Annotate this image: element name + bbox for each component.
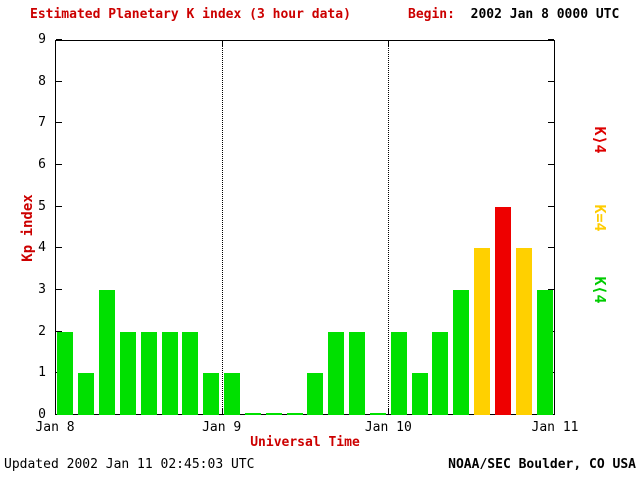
y-tick-mark (56, 80, 62, 82)
x-tick-mark (55, 41, 56, 47)
kp-bar (140, 331, 157, 415)
kp-bar (182, 331, 199, 415)
y-tick-label: 9 (38, 32, 46, 47)
x-tick-label: Jan 10 (364, 420, 412, 435)
day-gridline (221, 40, 223, 415)
kp-bar (224, 373, 241, 415)
y-tick-label: 3 (38, 282, 46, 297)
y-tick-mark (548, 164, 554, 165)
x-tick-label: Jan 8 (35, 420, 75, 435)
kp-bar (286, 413, 303, 415)
kp-bar (119, 331, 136, 415)
kp-bar (453, 290, 470, 415)
y-tick-mark (56, 247, 62, 249)
begin-row: Begin: 2002 Jan 8 0000 UTC (408, 7, 619, 22)
y-tick-mark (56, 205, 62, 207)
kp-bar (78, 373, 95, 415)
kp-bar (203, 373, 220, 415)
y-tick-mark (548, 39, 554, 40)
legend-item: K⟩4 (591, 126, 609, 154)
kp-bar (99, 290, 116, 415)
x-axis-label: Universal Time (250, 435, 360, 450)
plot-area (55, 40, 555, 415)
y-tick-mark (56, 39, 62, 40)
y-tick-mark (56, 164, 62, 165)
legend-item: K⟨4 (591, 276, 609, 304)
kp-bar (536, 290, 553, 415)
updated-timestamp: Updated 2002 Jan 11 02:45:03 UTC (4, 457, 255, 472)
y-axis-label: Kp index (20, 194, 36, 262)
kp-bar (244, 413, 261, 415)
y-tick-mark (56, 330, 62, 332)
x-tick-mark (554, 408, 555, 414)
kp-bar (494, 206, 511, 415)
y-tick-mark (548, 247, 554, 249)
kp-bar (57, 331, 74, 415)
kp-bar (328, 331, 345, 415)
kp-bar (161, 331, 178, 415)
source-credit: NOAA/SEC Boulder, CO USA (448, 457, 636, 472)
y-tick-mark (548, 289, 554, 290)
x-tick-mark (554, 41, 555, 47)
legend-item: K=4 (591, 204, 609, 232)
kp-bar (369, 413, 386, 415)
kp-bar (349, 331, 366, 415)
y-tick-label: 4 (38, 240, 46, 256)
x-tick-mark (55, 408, 56, 414)
y-tick-label: 1 (38, 365, 46, 381)
x-tick-label: Jan 9 (202, 420, 242, 435)
kp-bar (390, 331, 407, 415)
y-tick-label: 0 (38, 407, 46, 422)
x-tick-label: Jan 11 (531, 420, 579, 435)
kp-bar (265, 413, 282, 415)
y-tick-mark (548, 80, 554, 82)
begin-label: Begin: (408, 7, 455, 22)
begin-value: 2002 Jan 8 0000 UTC (470, 7, 620, 22)
y-tick-mark (56, 289, 62, 290)
kp-bar (432, 331, 449, 415)
y-tick-mark (548, 122, 554, 124)
y-tick-mark (56, 122, 62, 124)
kp-bar (474, 248, 491, 415)
kp-bar (307, 373, 324, 415)
kp-bar (515, 248, 532, 415)
chart-title: Estimated Planetary K index (3 hour data… (30, 7, 351, 22)
y-tick-label: 6 (38, 157, 46, 172)
y-tick-label: 7 (38, 115, 46, 131)
y-tick-mark (548, 205, 554, 207)
y-tick-label: 2 (38, 323, 46, 339)
y-tick-label: 5 (38, 198, 46, 214)
kp-bar (411, 373, 428, 415)
y-tick-label: 8 (38, 73, 46, 89)
day-gridline (388, 40, 390, 415)
